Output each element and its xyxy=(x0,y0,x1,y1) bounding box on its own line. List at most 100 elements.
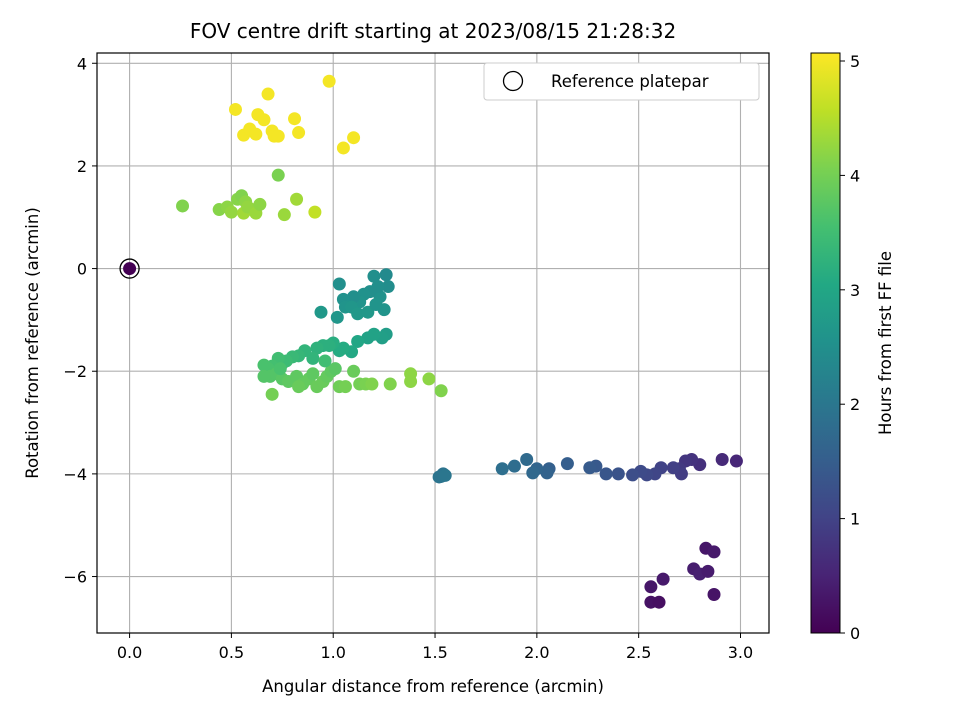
x-tick-label: 3.0 xyxy=(728,643,753,662)
data-point xyxy=(257,369,271,383)
data-point xyxy=(707,588,721,602)
plot-frame xyxy=(96,52,770,634)
y-tick-label: −6 xyxy=(63,568,87,587)
data-point xyxy=(330,310,344,324)
data-point xyxy=(656,572,670,586)
data-point xyxy=(520,453,534,467)
reference-platepar-marker xyxy=(119,258,140,279)
legend-marker-reference xyxy=(502,70,524,92)
data-point xyxy=(701,564,715,578)
data-point xyxy=(347,131,361,145)
data-point xyxy=(332,277,346,291)
data-point xyxy=(434,384,448,398)
colorbar-tick-label: 0 xyxy=(850,624,860,643)
y-tick-label: 4 xyxy=(77,54,87,73)
data-point xyxy=(371,280,385,294)
data-point xyxy=(644,580,658,594)
data-point xyxy=(381,280,395,294)
data-point xyxy=(249,127,263,141)
x-tick-label: 1.0 xyxy=(320,643,345,662)
data-point xyxy=(257,358,271,372)
data-point xyxy=(273,362,287,376)
data-point xyxy=(404,374,418,388)
data-point xyxy=(261,87,275,101)
data-point xyxy=(271,168,285,182)
legend: Reference platepar xyxy=(483,62,760,101)
data-point xyxy=(422,372,436,386)
data-point xyxy=(290,192,304,206)
data-point xyxy=(361,331,375,345)
data-point xyxy=(367,269,381,283)
data-point xyxy=(292,380,306,394)
colorbar-tick-label: 2 xyxy=(850,395,860,414)
data-point xyxy=(176,199,190,213)
data-point xyxy=(526,466,540,480)
data-point xyxy=(583,461,597,475)
data-point xyxy=(338,380,352,394)
data-point xyxy=(271,129,285,143)
data-point xyxy=(265,387,279,401)
chart-title: FOV centre drift starting at 2023/08/15 … xyxy=(190,19,676,43)
colorbar-tick-label: 4 xyxy=(850,166,860,185)
y-tick-label: −2 xyxy=(63,362,87,381)
data-point xyxy=(729,454,743,468)
data-point xyxy=(611,467,625,481)
data-point xyxy=(253,197,267,211)
data-point xyxy=(351,334,365,348)
x-tick-label: 0.0 xyxy=(117,643,142,662)
x-axis-label: Angular distance from reference (arcmin) xyxy=(262,677,604,696)
data-point xyxy=(495,462,509,476)
colorbar: 0 1 2 3 4 5 Hours from first FF file xyxy=(810,52,895,643)
data-point xyxy=(560,457,574,471)
data-point xyxy=(277,208,291,222)
data-point xyxy=(365,377,379,391)
data-point xyxy=(507,459,521,473)
data-point xyxy=(652,595,666,609)
data-point xyxy=(540,466,554,480)
colorbar-tick-label: 5 xyxy=(850,52,860,71)
legend-label-reference: Reference platepar xyxy=(551,72,709,91)
data-point xyxy=(369,298,383,312)
x-tick-label: 1.5 xyxy=(422,643,447,662)
data-point xyxy=(707,545,721,559)
data-point xyxy=(328,362,342,376)
colorbar-tick-label: 3 xyxy=(850,281,860,300)
y-axis-ticks: −6 −4 −2 0 2 4 xyxy=(63,54,97,587)
data-point xyxy=(599,467,613,481)
legend-box xyxy=(483,62,760,101)
data-point xyxy=(228,102,242,116)
data-point xyxy=(336,141,350,155)
x-tick-label: 2.0 xyxy=(524,643,549,662)
colorbar-tick-label: 1 xyxy=(850,510,860,529)
data-point xyxy=(361,305,375,319)
data-point xyxy=(379,268,393,282)
data-point xyxy=(224,205,238,219)
data-point xyxy=(347,364,361,378)
data-point xyxy=(351,307,365,321)
colorbar-gradient xyxy=(810,52,841,634)
data-point xyxy=(318,354,332,368)
data-point-reference xyxy=(123,262,137,276)
data-point xyxy=(347,290,361,304)
data-point xyxy=(715,453,729,467)
y-tick-label: 2 xyxy=(77,157,87,176)
data-point xyxy=(322,74,336,88)
y-tick-label: 0 xyxy=(77,260,87,279)
data-point xyxy=(438,468,452,482)
x-tick-label: 2.5 xyxy=(626,643,651,662)
grid xyxy=(97,53,769,633)
data-point xyxy=(306,367,320,381)
data-point xyxy=(666,461,680,475)
data-point xyxy=(314,305,328,319)
colorbar-ticks: 0 1 2 3 4 5 xyxy=(840,52,860,643)
colorbar-label: Hours from first FF file xyxy=(876,251,895,435)
data-point xyxy=(257,113,271,127)
data-point xyxy=(292,126,306,140)
data-point xyxy=(383,377,397,391)
x-tick-label: 0.5 xyxy=(219,643,244,662)
data-point xyxy=(308,205,322,219)
scatter-points xyxy=(119,74,743,609)
data-point xyxy=(626,468,640,482)
data-point xyxy=(306,351,320,365)
